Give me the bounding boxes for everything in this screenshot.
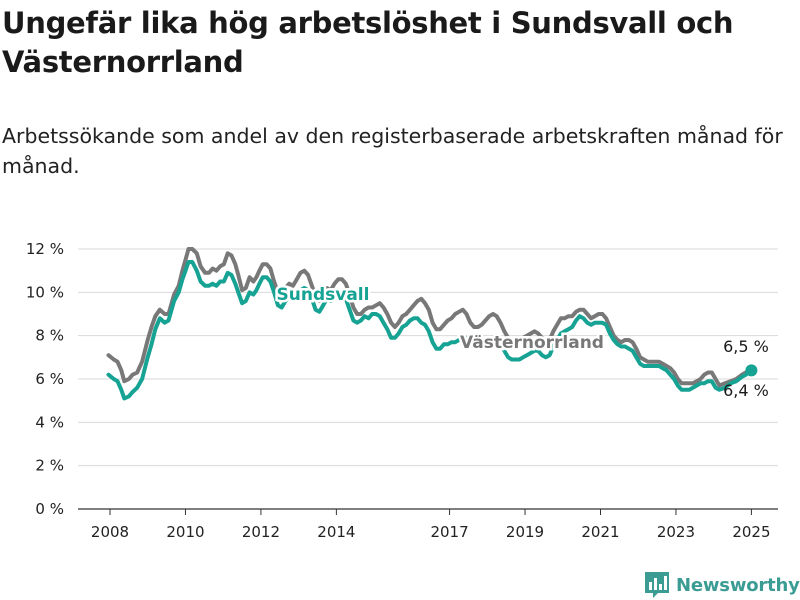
y-tick-label: 2 %	[35, 457, 64, 475]
series-labels: Västernorrland Sundsvall 6,5 % 6,4 %	[274, 283, 769, 401]
x-tick-label: 2008	[91, 523, 129, 541]
y-tick-label: 12 %	[26, 240, 64, 258]
chart-title: Ungefär lika hög arbetslöshet i Sundsval…	[2, 6, 734, 79]
y-tick-label: 6 %	[35, 370, 64, 388]
x-tick-label: 2010	[166, 523, 204, 541]
x-tick-label: 2019	[506, 523, 544, 541]
y-tick-label: 4 %	[35, 413, 64, 431]
y-tick-label: 8 %	[35, 327, 64, 345]
newsworthy-logo[interactable]: Newsworthy	[644, 570, 800, 600]
end-label-vasternorrland: 6,5 %	[723, 337, 769, 356]
series-line-västernorrland	[106, 247, 754, 388]
y-axis: 0 % 2 % 4 % 6 % 8 % 10 % 12 %	[26, 240, 64, 518]
x-tick-label: 2012	[242, 523, 280, 541]
series-label-vasternorrland: Västernorrland	[460, 333, 604, 353]
x-tick-label: 2025	[732, 523, 770, 541]
x-tick-label: 2014	[317, 523, 355, 541]
series-lines	[106, 247, 754, 401]
x-axis: 2008 2010 2012 2014 2017 2019 2021 2023 2025	[91, 509, 771, 541]
end-point-marker	[745, 364, 758, 377]
series-label-sundsvall: Sundsvall	[277, 285, 370, 305]
x-tick-label: 2017	[430, 523, 468, 541]
x-tick-label: 2023	[657, 523, 695, 541]
brand-name: Newsworthy	[676, 574, 800, 596]
y-tick-label: 0 %	[35, 500, 64, 518]
x-tick-label: 2021	[581, 523, 619, 541]
bar-chart-logo-icon	[645, 572, 669, 598]
end-label-sundsvall: 6,4 %	[723, 381, 769, 400]
series-line-sundsvall	[106, 260, 754, 401]
chart-subtitle: Arbetssökande som andel av den registerb…	[2, 124, 783, 178]
y-tick-label: 10 %	[26, 283, 64, 301]
line-chart: 0 % 2 % 4 % 6 % 8 % 10 % 12 % 2008 2010 2012 2014…	[26, 240, 778, 541]
